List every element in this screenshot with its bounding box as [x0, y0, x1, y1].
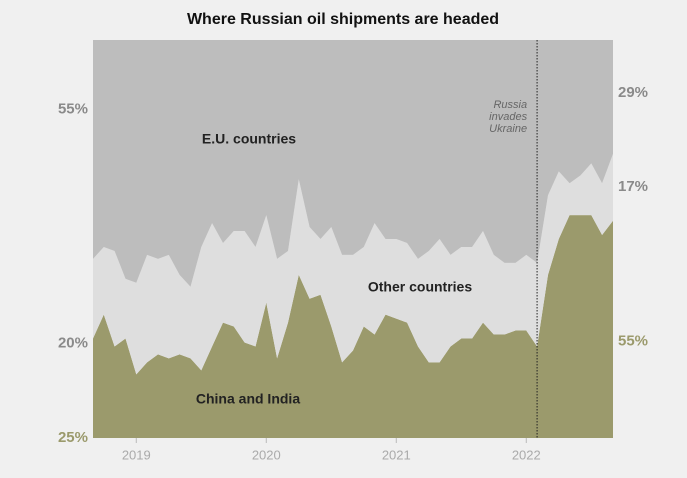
x-tick-label: 2021	[382, 447, 411, 462]
end-label: 29%	[618, 84, 648, 101]
annotation-text: Ukraine	[489, 123, 527, 135]
area	[93, 40, 613, 287]
annotation-text: Russia	[493, 99, 527, 111]
annotation-text: invades	[489, 111, 527, 123]
start-label: 25%	[58, 429, 88, 446]
x-tick-label: 2020	[252, 447, 281, 462]
series-label: China and India	[196, 391, 300, 407]
x-tick-label: 2019	[122, 447, 151, 462]
start-label: 55%	[58, 100, 88, 117]
area	[93, 215, 613, 438]
area	[93, 153, 613, 375]
chart-title: Where Russian oil shipments are headed	[187, 11, 499, 28]
series-label: Other countries	[368, 279, 472, 295]
end-label: 17%	[618, 178, 648, 195]
series-label: E.U. countries	[202, 131, 296, 147]
end-label: 55%	[618, 332, 648, 349]
start-label: 20%	[58, 335, 88, 352]
x-tick-label: 2022	[512, 447, 541, 462]
